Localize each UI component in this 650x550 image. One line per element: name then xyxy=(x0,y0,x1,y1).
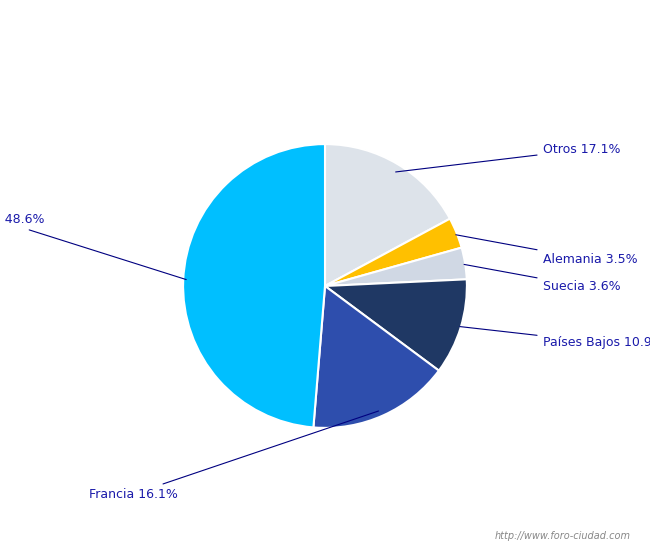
Text: Alemania 3.5%: Alemania 3.5% xyxy=(456,235,637,266)
Wedge shape xyxy=(325,279,467,371)
Wedge shape xyxy=(183,144,325,427)
Text: Países Bajos 10.9%: Países Bajos 10.9% xyxy=(460,327,650,349)
Text: Francia 16.1%: Francia 16.1% xyxy=(88,411,378,501)
Text: Otros 17.1%: Otros 17.1% xyxy=(396,144,620,172)
Wedge shape xyxy=(325,219,462,286)
Text: http://www.foro-ciudad.com: http://www.foro-ciudad.com xyxy=(495,531,630,541)
Text: Alcántara - Turistas extranjeros según país - Abril de 2024: Alcántara - Turistas extranjeros según p… xyxy=(84,14,566,32)
Text: Portugal 48.6%: Portugal 48.6% xyxy=(0,213,187,279)
Text: Suecia 3.6%: Suecia 3.6% xyxy=(464,265,620,293)
Wedge shape xyxy=(325,248,467,286)
Wedge shape xyxy=(313,286,439,428)
Wedge shape xyxy=(325,144,450,286)
